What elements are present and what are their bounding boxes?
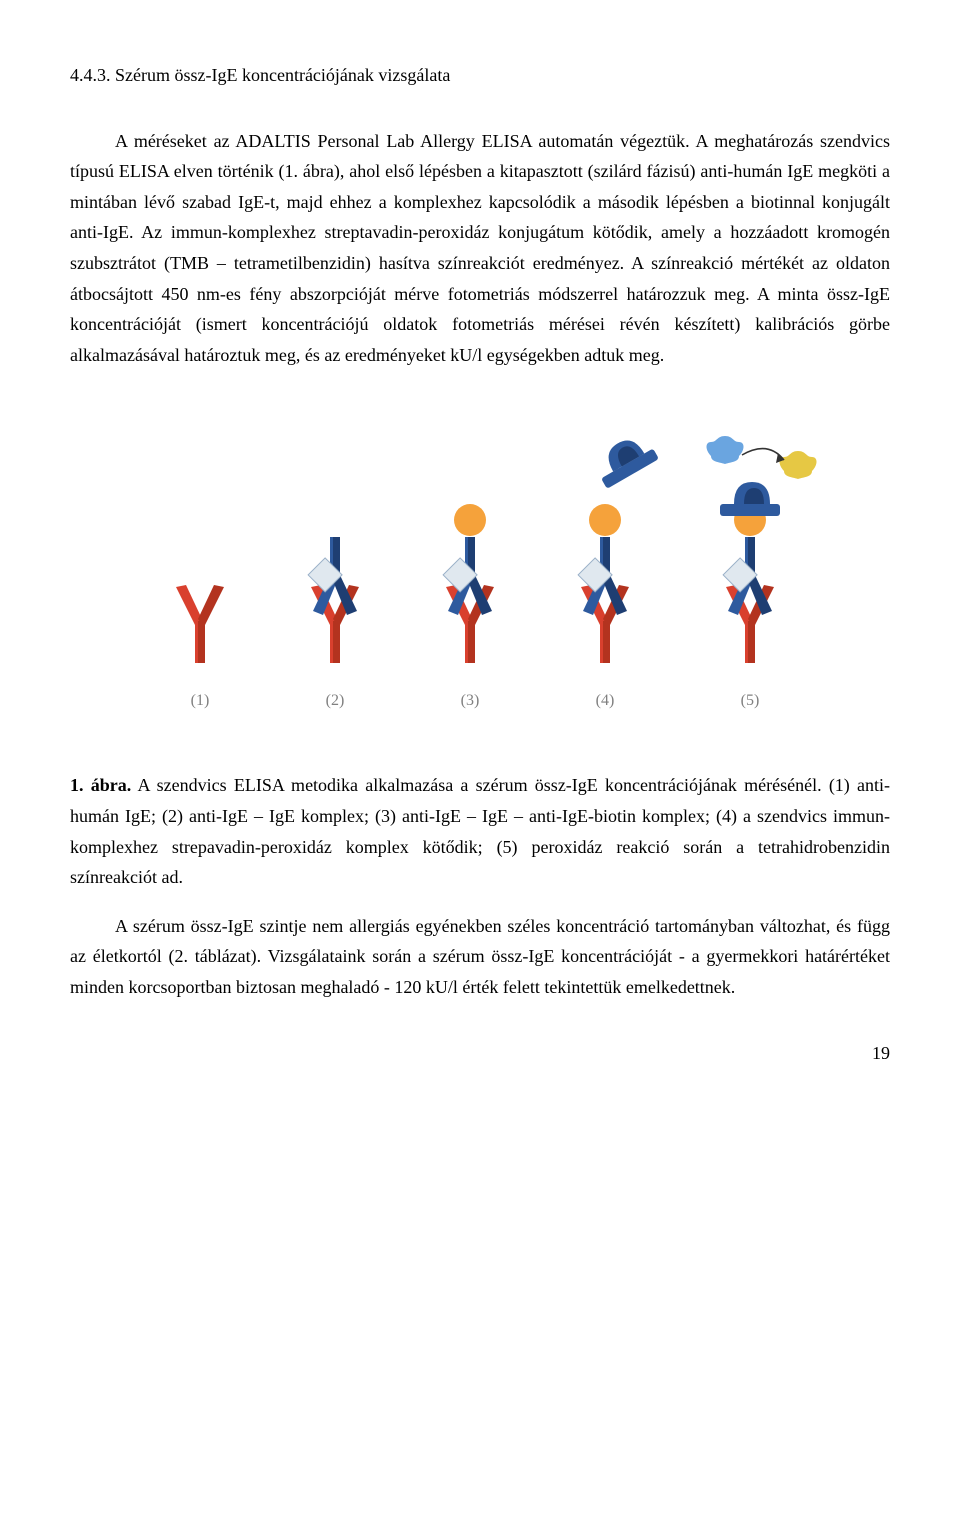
- section-heading: 4.4.3. Szérum össz-IgE koncentrációjának…: [70, 60, 890, 91]
- elisa-diagram: (1) (2) (3) (4) (5): [120, 420, 840, 730]
- caption-text: A szendvics ELISA metodika alkalmazása a…: [70, 775, 890, 887]
- body-paragraph-1: A méréseket az ADALTIS Personal Lab Alle…: [70, 126, 890, 371]
- svg-text:(1): (1): [191, 692, 210, 709]
- svg-text:(3): (3): [461, 692, 480, 709]
- body-paragraph-2: A szérum össz-IgE szintje nem allergiás …: [70, 911, 890, 1003]
- figure-1: (1) (2) (3) (4) (5): [70, 420, 890, 730]
- page-number: 19: [70, 1038, 890, 1069]
- figure-caption: 1. ábra. A szendvics ELISA metodika alka…: [70, 770, 890, 892]
- caption-lead: 1. ábra.: [70, 775, 131, 795]
- svg-text:(5): (5): [741, 692, 760, 709]
- svg-text:(2): (2): [326, 692, 345, 709]
- svg-text:(4): (4): [596, 692, 615, 709]
